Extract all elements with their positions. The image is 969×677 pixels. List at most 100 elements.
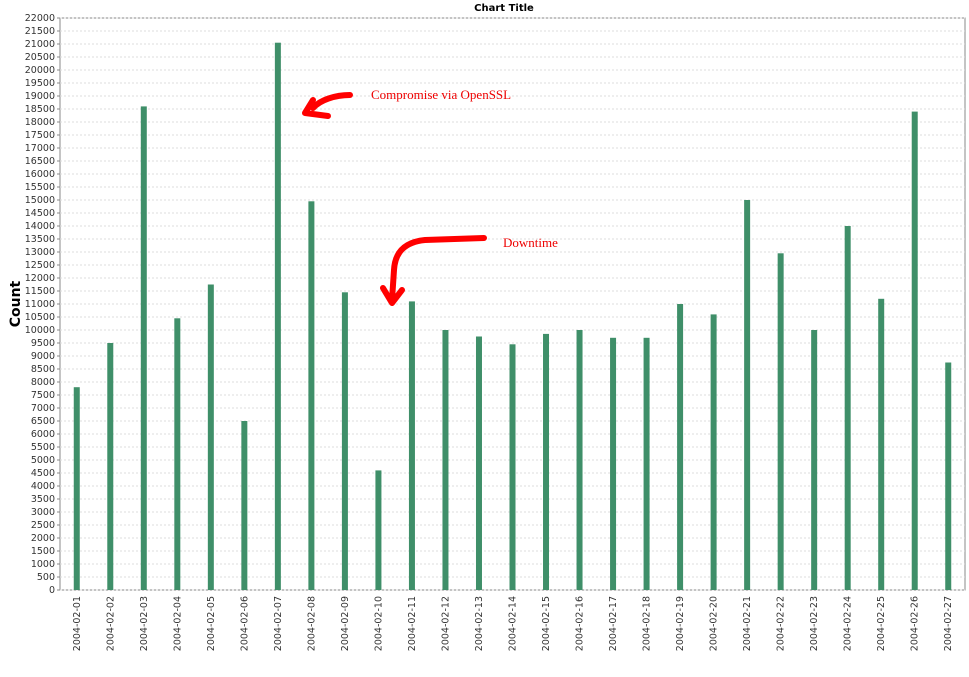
arrow: [302, 92, 353, 119]
x-tick-label: 2004-02-19: [675, 596, 686, 651]
bar: [408, 301, 415, 590]
y-tick-label: 500: [37, 572, 55, 583]
bar: [241, 421, 248, 590]
bar: [643, 337, 650, 590]
bar: [744, 200, 751, 590]
y-tick-label: 16000: [25, 169, 55, 180]
x-tick-label: 2004-02-07: [273, 596, 284, 651]
y-tick-label: 16500: [25, 156, 55, 167]
annotation: Compromise via OpenSSL: [371, 87, 511, 102]
y-axis-label: Count: [8, 280, 24, 327]
y-tick-label: 9500: [31, 338, 55, 349]
y-tick-label: 11000: [25, 299, 55, 310]
bar: [73, 387, 80, 590]
x-tick-label: 2004-02-02: [105, 596, 116, 651]
bar: [844, 226, 851, 590]
y-tick-label: 14000: [25, 221, 55, 232]
y-tick-label: 3500: [31, 494, 55, 505]
y-tick-label: 3000: [31, 507, 55, 518]
bar: [777, 253, 784, 591]
x-tick-label: 2004-02-18: [642, 596, 653, 651]
y-tick-label: 18500: [25, 104, 55, 115]
y-tick-label: 7500: [31, 390, 55, 401]
x-tick-label: 2004-02-22: [776, 596, 787, 651]
bar: [442, 330, 449, 590]
x-tick-label: 2004-02-09: [340, 596, 351, 651]
x-tick-label: 2004-02-27: [943, 596, 954, 651]
y-tick-label: 10000: [25, 325, 55, 336]
y-tick-label: 2500: [31, 520, 55, 531]
x-tick-label: 2004-02-24: [843, 596, 854, 651]
x-tick-label: 2004-02-13: [474, 596, 485, 651]
x-tick-label: 2004-02-06: [239, 596, 250, 651]
bar: [140, 106, 147, 591]
y-tick-label: 14500: [25, 208, 55, 219]
bar: [341, 292, 348, 590]
x-tick-label: 2004-02-16: [575, 596, 586, 651]
bar: [509, 344, 516, 590]
y-tick-label: 19500: [25, 78, 55, 89]
bar: [945, 362, 952, 590]
x-tick-label: 2004-02-05: [206, 596, 217, 651]
y-tick-label: 1000: [31, 559, 55, 570]
y-tick-label: 0: [49, 585, 55, 596]
bar: [677, 304, 684, 590]
bar: [878, 298, 885, 590]
y-tick-label: 11500: [25, 286, 55, 297]
x-tick-label: 2004-02-17: [608, 596, 619, 651]
y-tick-label: 21000: [25, 39, 55, 50]
y-tick-label: 12000: [25, 273, 55, 284]
bar: [710, 314, 717, 590]
bar: [107, 343, 114, 590]
x-tick-label: 2004-02-15: [541, 596, 552, 651]
y-tick-label: 13000: [25, 247, 55, 258]
bar: [811, 330, 818, 590]
y-tick-label: 21500: [25, 26, 55, 37]
x-tick-label: 2004-02-10: [373, 596, 384, 651]
y-tick-label: 5500: [31, 442, 55, 453]
bar: [576, 330, 583, 590]
y-tick-label: 17000: [25, 143, 55, 154]
y-tick-label: 12500: [25, 260, 55, 271]
y-tick-label: 2000: [31, 533, 55, 544]
x-tick-label: 2004-02-23: [809, 596, 820, 651]
bar: [475, 336, 482, 590]
x-tick-label: 2004-02-11: [407, 596, 418, 651]
y-tick-label: 18000: [25, 117, 55, 128]
annotation: Downtime: [503, 235, 558, 250]
y-tick-label: 8000: [31, 377, 55, 388]
x-tick-label: 2004-02-25: [876, 596, 887, 651]
x-tick-label: 2004-02-03: [139, 596, 150, 651]
bar: [174, 318, 181, 590]
x-tick-label: 2004-02-08: [306, 596, 317, 651]
y-tick-label: 13500: [25, 234, 55, 245]
y-tick-label: 22000: [25, 13, 55, 24]
bar: [610, 337, 617, 590]
y-tick-label: 17500: [25, 130, 55, 141]
bar: [274, 42, 281, 590]
arrow: [380, 235, 487, 306]
y-tick-label: 6500: [31, 416, 55, 427]
y-tick-label: 20000: [25, 65, 55, 76]
y-tick-label: 6000: [31, 429, 55, 440]
bar: [207, 284, 214, 590]
y-tick-label: 10500: [25, 312, 55, 323]
bar: [911, 111, 918, 590]
x-tick-label: 2004-02-21: [742, 596, 753, 651]
y-tick-label: 1500: [31, 546, 55, 557]
x-tick-label: 2004-02-20: [709, 596, 720, 651]
y-tick-label: 7000: [31, 403, 55, 414]
y-tick-label: 5000: [31, 455, 55, 466]
y-tick-label: 19000: [25, 91, 55, 102]
y-tick-label: 8500: [31, 364, 55, 375]
x-tick-label: 2004-02-14: [508, 596, 519, 651]
chart-title: Chart Title: [474, 3, 534, 14]
y-tick-label: 4500: [31, 468, 55, 479]
y-tick-label: 20500: [25, 52, 55, 63]
x-tick-label: 2004-02-04: [172, 596, 183, 651]
bar: [375, 470, 382, 590]
x-tick-label: 2004-02-01: [72, 596, 83, 651]
y-tick-label: 15500: [25, 182, 55, 193]
y-tick-label: 15000: [25, 195, 55, 206]
